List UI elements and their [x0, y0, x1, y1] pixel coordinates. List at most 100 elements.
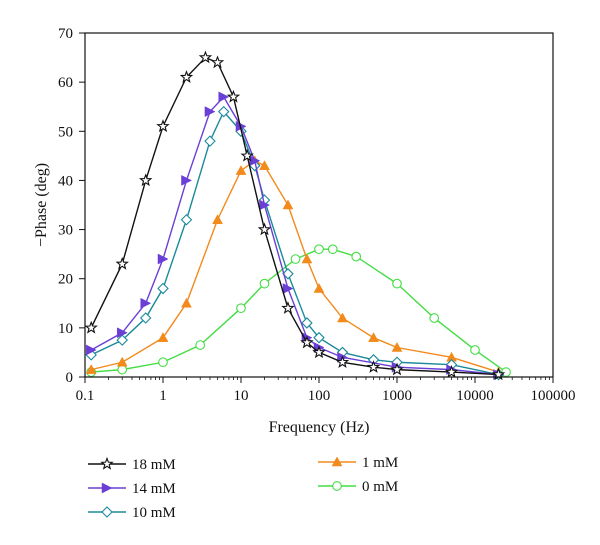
x-tick-label: 0.1	[76, 388, 95, 404]
data-point	[259, 199, 271, 211]
data-point	[181, 175, 193, 186]
legend-marker	[100, 456, 114, 470]
y-tick-label: 50	[58, 124, 73, 140]
axes-ticks: 0.1 1 10 100 1000 10000 100000 0 10 20 30 40 50 60 70	[58, 26, 576, 404]
data-point	[138, 173, 153, 187]
series-1-mm	[85, 155, 504, 377]
data-point	[282, 283, 294, 294]
data-point	[204, 106, 216, 118]
data-point	[116, 356, 128, 367]
legend: 18 mM 14 mM 10 mM 1 mM 0 mM	[88, 455, 398, 521]
data-point	[116, 334, 128, 346]
data-point	[84, 320, 98, 334]
data-point	[85, 364, 97, 374]
data-point	[327, 244, 338, 255]
x-tick-label: 1	[159, 388, 167, 404]
data-point	[85, 344, 97, 356]
legend-item: 14 mM	[88, 481, 176, 497]
data-point	[140, 297, 152, 309]
data-point	[390, 362, 404, 376]
data-point	[218, 91, 230, 103]
data-point	[335, 355, 350, 368]
data-point	[366, 360, 381, 373]
data-point	[301, 317, 313, 329]
data-point	[391, 341, 403, 352]
data-point	[240, 148, 254, 162]
y-axis-label: −Phase (deg)	[33, 163, 50, 247]
data-point	[282, 199, 294, 210]
legend-label: 18 mM	[132, 457, 176, 473]
data-point	[313, 283, 325, 293]
data-point	[115, 256, 129, 270]
data-point	[180, 213, 193, 226]
legend-marker	[332, 481, 342, 491]
series-line	[91, 248, 507, 373]
data-point	[157, 332, 169, 342]
x-tick-label: 1000	[382, 388, 412, 404]
legend-label: 14 mM	[132, 481, 176, 497]
legend-label: 0 mM	[362, 479, 398, 495]
y-tick-label: 70	[58, 26, 73, 42]
legend-marker	[101, 506, 113, 518]
data-point	[368, 332, 379, 342]
y-tick-label: 40	[58, 173, 73, 189]
series-0-mm	[86, 244, 511, 377]
legend-label: 1 mM	[362, 455, 398, 471]
x-tick-label: 100000	[531, 388, 576, 404]
data-point	[259, 278, 270, 289]
data-point	[300, 335, 314, 349]
series-10-mm	[85, 105, 505, 381]
y-tick-label: 10	[58, 321, 73, 337]
y-tick-label: 30	[58, 223, 73, 239]
series-14-mm	[85, 91, 505, 380]
data-point	[429, 313, 440, 323]
x-tick-label: 10000	[456, 388, 494, 404]
data-series	[84, 50, 511, 381]
data-point	[313, 331, 325, 344]
data-point	[290, 254, 301, 264]
x-tick-label: 10	[234, 388, 249, 404]
series-line	[91, 159, 499, 373]
data-point	[226, 89, 241, 103]
legend-marker	[331, 456, 343, 467]
data-point	[195, 340, 206, 350]
data-point	[259, 160, 270, 170]
x-axis-label: Frequency (Hz)	[269, 419, 370, 436]
data-point	[210, 55, 225, 69]
y-tick-label: 60	[58, 75, 73, 91]
data-point	[249, 155, 261, 167]
data-point	[351, 251, 362, 262]
series-line	[90, 110, 499, 376]
y-tick-label: 0	[66, 370, 74, 386]
data-point	[139, 312, 152, 324]
data-point	[301, 253, 313, 264]
data-point	[337, 312, 348, 323]
data-point	[312, 345, 326, 359]
data-point	[235, 165, 247, 175]
plot-frame	[84, 32, 554, 378]
legend-item: 0 mM	[318, 479, 398, 495]
data-point	[204, 135, 216, 147]
data-point	[158, 357, 168, 368]
series-line	[90, 56, 499, 376]
data-point	[116, 327, 128, 339]
data-point	[217, 105, 230, 118]
data-point	[156, 119, 170, 133]
legend-marker	[101, 482, 113, 494]
series-line	[90, 95, 499, 376]
data-point	[157, 253, 169, 265]
x-tick-label: 100	[308, 388, 331, 404]
data-point	[117, 364, 128, 375]
data-point	[212, 214, 223, 224]
data-point	[257, 222, 272, 236]
data-point	[470, 345, 480, 355]
legend-label: 10 mM	[132, 505, 176, 521]
y-tick-label: 20	[58, 272, 73, 288]
data-point	[444, 365, 459, 378]
data-point	[157, 282, 169, 295]
series-18-mm	[84, 50, 506, 381]
data-point	[198, 50, 213, 64]
data-point	[236, 303, 246, 314]
data-point	[392, 278, 402, 289]
